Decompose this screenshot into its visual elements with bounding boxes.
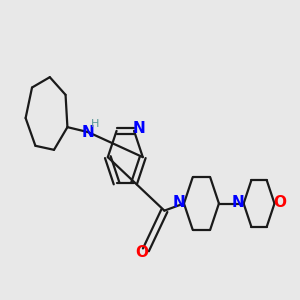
Text: N: N: [133, 121, 146, 136]
Text: H: H: [91, 119, 99, 129]
Text: N: N: [82, 125, 94, 140]
Text: O: O: [273, 195, 286, 210]
Text: N: N: [172, 195, 185, 210]
Text: N: N: [232, 195, 245, 210]
Text: O: O: [135, 245, 148, 260]
